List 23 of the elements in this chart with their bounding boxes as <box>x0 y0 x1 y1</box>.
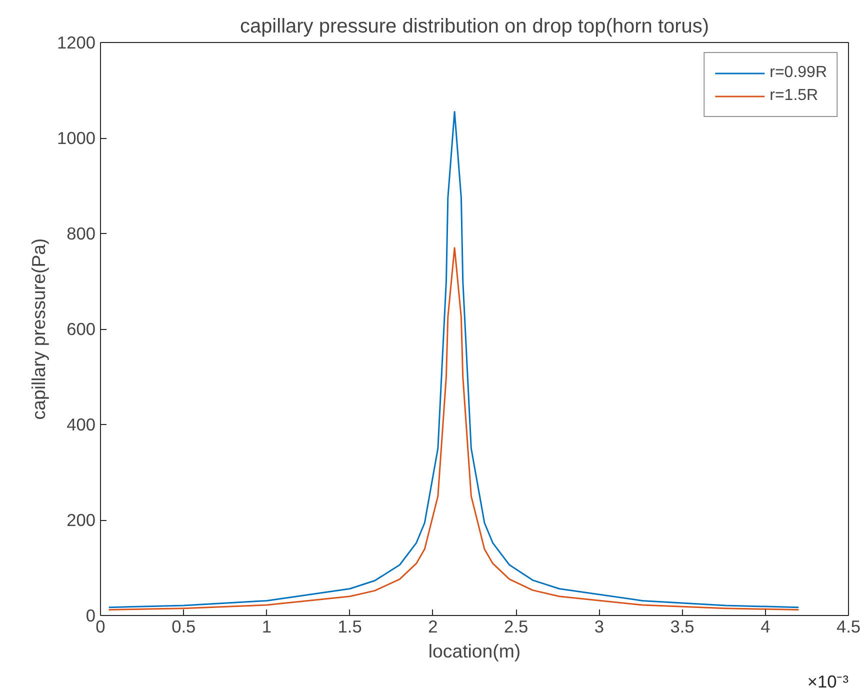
chart-title: capillary pressure distribution on drop top(horn torus) <box>240 16 710 38</box>
line-series <box>108 247 800 611</box>
y-tick-label: 1000 <box>56 128 96 148</box>
y-tick-label: 600 <box>66 319 96 339</box>
x-tick-label: 4.5 <box>836 616 861 636</box>
x-tick-label: 4 <box>760 616 771 636</box>
legend-label: r=0.99R <box>770 64 827 82</box>
x-tick-label: 1.5 <box>338 616 362 636</box>
x-tick-label: 2 <box>428 616 438 636</box>
x-tick-label: 2.5 <box>504 616 528 636</box>
x-tick-label: 0.5 <box>172 616 196 636</box>
x-tick-label: 3.5 <box>670 616 694 636</box>
y-tick-label: 1200 <box>56 32 96 52</box>
text: ×10⁻³ <box>807 672 849 692</box>
x-tick-label: 1 <box>262 616 272 636</box>
x-axis-title: location(m) <box>428 640 521 662</box>
y-tick-label: 200 <box>66 510 96 530</box>
y-tick-label: 800 <box>66 224 96 244</box>
legend-label: r=1.5R <box>770 87 818 105</box>
y-tick-label: 400 <box>66 414 96 434</box>
y-axis-title: capillary pressure(Pa) <box>28 238 49 420</box>
line-series <box>108 110 800 608</box>
x-tick-label: 3 <box>594 616 604 636</box>
